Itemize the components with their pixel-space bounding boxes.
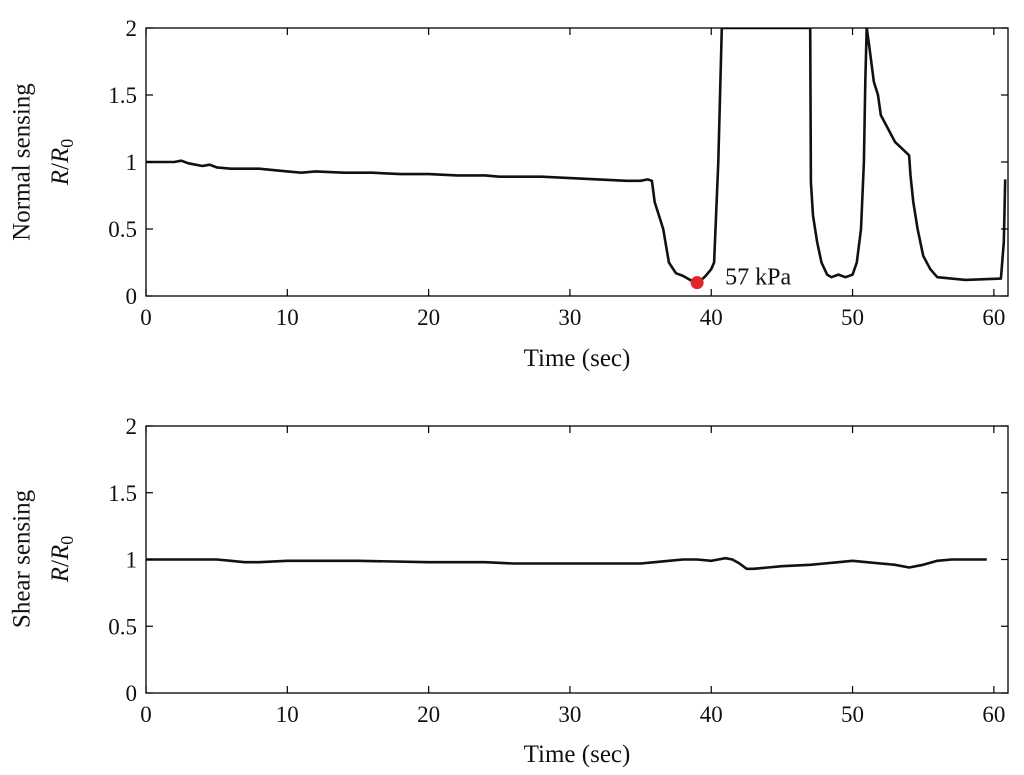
ratio-denominator: R (47, 148, 74, 164)
x-tick-label: 0 (140, 702, 152, 727)
ratio-numerator: R (47, 170, 74, 186)
annotation-marker (690, 276, 704, 290)
y-tick-label: 2 (126, 414, 138, 439)
x-tick-label: 40 (700, 702, 723, 727)
chart-shear-sensing: 0 10 20 30 40 50 60 0 0.5 1 1.5 2 Time (sec) Shear se… (9, 414, 1009, 768)
x-tick-label: 10 (276, 702, 299, 727)
x-tick-label: 40 (700, 305, 723, 330)
x-tick-label: 50 (841, 305, 864, 330)
ratio-slash: / (47, 163, 74, 170)
series-line (146, 28, 1007, 284)
y-tick-label: 0.5 (108, 614, 137, 639)
y-tick-label: 1 (126, 548, 138, 573)
plot-frame (145, 27, 1009, 297)
ratio-denominator: R (47, 545, 74, 561)
annotation-label: 57 kPa (725, 265, 791, 291)
y-axis-title: Shear sensing (9, 489, 36, 628)
y-tick-label: 1.5 (108, 481, 137, 506)
x-axis-title: Time (sec) (524, 741, 631, 768)
ratio-subscript: 0 (57, 536, 77, 545)
y-tick-label: 0 (126, 681, 138, 706)
y-tick-label: 1 (126, 150, 138, 175)
x-tick-label: 30 (558, 305, 581, 330)
x-tick-label: 60 (982, 305, 1005, 330)
y-axis-title: Normal sensing (9, 83, 36, 241)
y-axis-ratio-label: R/R0 (47, 139, 77, 187)
x-tick-label: 60 (982, 702, 1005, 727)
y-tick-label: 2 (126, 16, 138, 41)
x-tick-label: 0 (140, 305, 152, 330)
y-tick-label: 1.5 (108, 83, 137, 108)
x-tick-label: 20 (417, 702, 440, 727)
plot-frame (145, 425, 1009, 694)
x-tick-label: 50 (841, 702, 864, 727)
y-axis-ratio-label: R/R0 (47, 536, 77, 584)
chart-normal-sensing: 0 10 20 30 40 50 60 0 0.5 1 1.5 2 Time (sec) Normal s… (9, 16, 1009, 372)
x-axis-title: Time (sec) (524, 345, 631, 372)
x-tick-label: 10 (276, 305, 299, 330)
ratio-subscript: 0 (57, 139, 77, 148)
series-line (146, 556, 987, 571)
y-tick-label: 0.5 (108, 217, 137, 242)
x-tick-label: 20 (417, 305, 440, 330)
y-tick-label: 0 (126, 284, 138, 309)
ratio-slash: / (47, 560, 74, 567)
x-tick-label: 30 (558, 702, 581, 727)
ratio-numerator: R (47, 567, 74, 583)
